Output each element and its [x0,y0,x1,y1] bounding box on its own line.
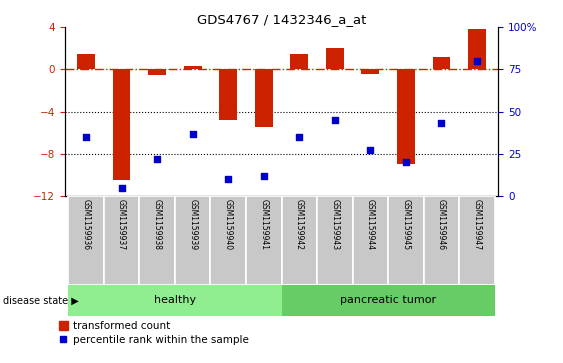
Bar [104,196,140,285]
Text: GSM1159942: GSM1159942 [295,199,304,250]
Bar [388,196,423,285]
Bar [68,285,282,316]
Bar [175,196,211,285]
Point [295,134,304,140]
Point [401,159,410,165]
Bar [317,196,352,285]
Bar [148,69,166,75]
Text: GSM1159937: GSM1159937 [117,199,126,250]
Text: GSM1159936: GSM1159936 [82,199,91,250]
Point [472,58,481,64]
Bar [220,69,237,120]
Bar [77,54,95,69]
Point [224,176,233,182]
Bar [184,66,202,69]
Bar [291,54,308,69]
Point [82,134,91,140]
Bar [397,69,415,164]
Point [437,121,446,126]
Point [330,117,339,123]
Bar [459,196,495,285]
Text: GSM1159944: GSM1159944 [366,199,375,250]
Text: GSM1159938: GSM1159938 [153,199,162,250]
Legend: transformed count, percentile rank within the sample: transformed count, percentile rank withi… [59,321,249,345]
Bar [282,196,317,285]
Text: GDS4767 / 1432346_a_at: GDS4767 / 1432346_a_at [197,13,366,26]
Bar [68,196,104,285]
Bar [468,29,486,69]
Bar [352,196,388,285]
Point [188,131,197,136]
Bar [211,196,246,285]
Bar [246,196,282,285]
Text: GSM1159939: GSM1159939 [188,199,197,250]
Text: GSM1159941: GSM1159941 [259,199,268,250]
Text: GSM1159943: GSM1159943 [330,199,339,250]
Text: disease state ▶: disease state ▶ [3,295,79,305]
Bar [255,69,272,127]
Text: healthy: healthy [154,295,196,305]
Text: GSM1159945: GSM1159945 [401,199,410,250]
Bar [113,69,131,180]
Bar [361,69,379,74]
Text: GSM1159947: GSM1159947 [472,199,481,250]
Point [259,173,268,179]
Text: pancreatic tumor: pancreatic tumor [340,295,436,305]
Bar [326,48,343,69]
Text: GSM1159940: GSM1159940 [224,199,233,250]
Bar [423,196,459,285]
Point [153,156,162,162]
Bar [432,57,450,69]
Text: GSM1159946: GSM1159946 [437,199,446,250]
Point [366,147,375,153]
Bar [140,196,175,285]
Bar [282,285,495,316]
Point [117,185,126,191]
